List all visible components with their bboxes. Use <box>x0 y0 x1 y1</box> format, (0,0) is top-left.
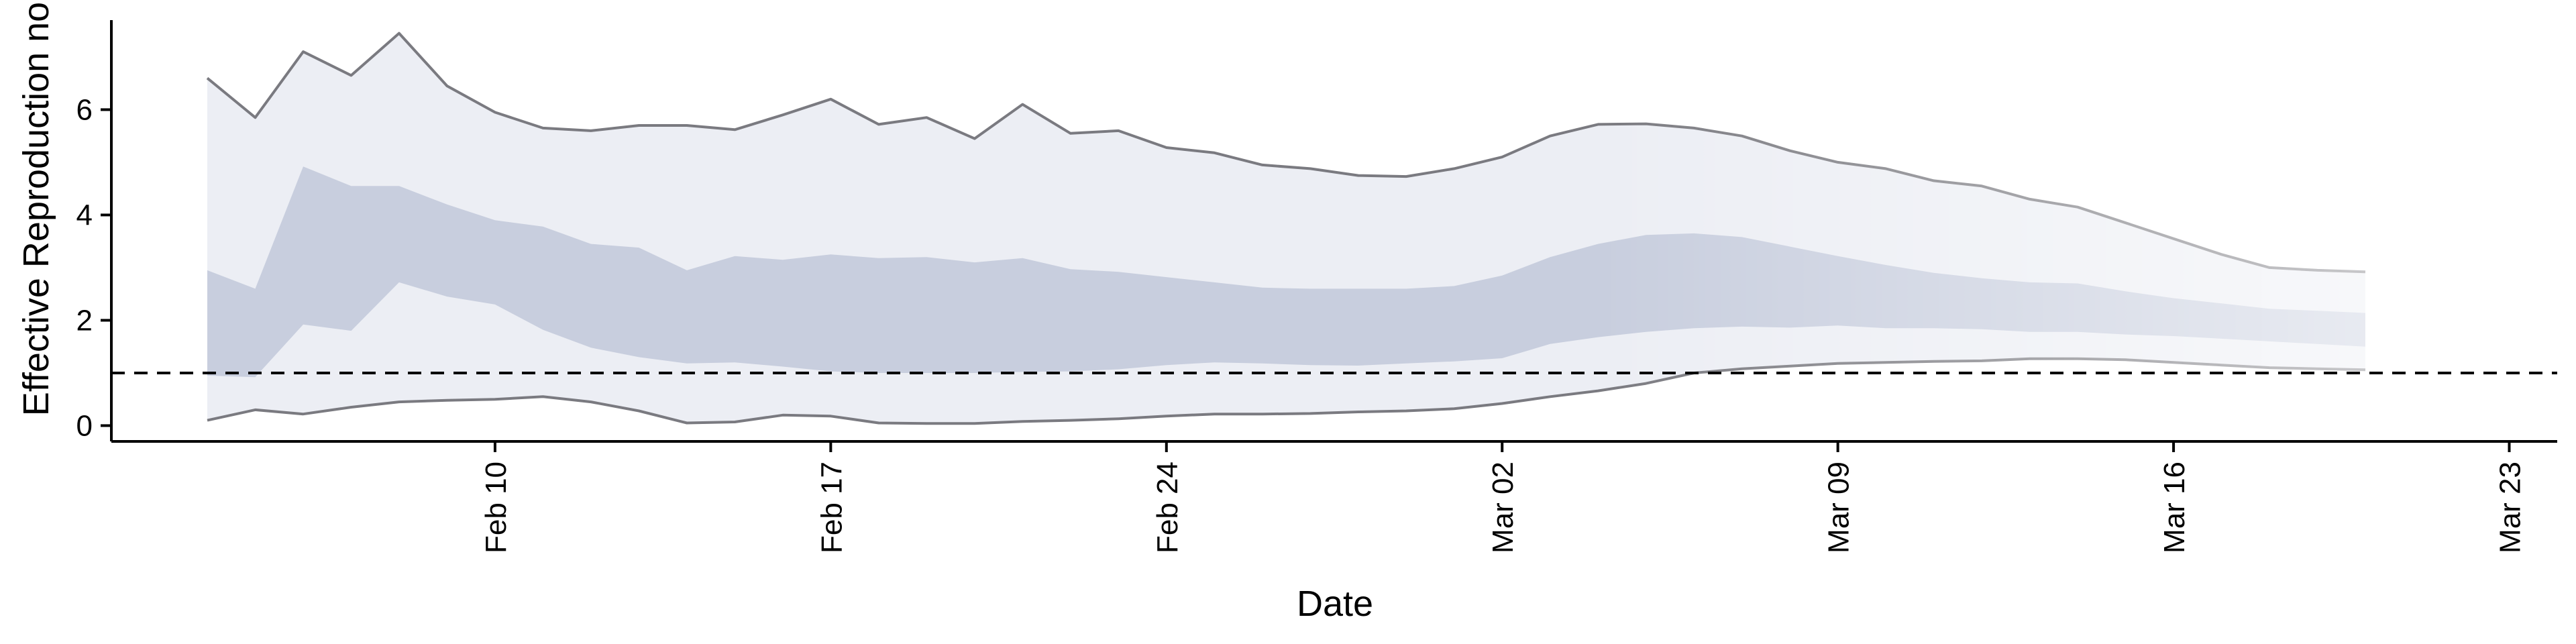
y-tick-label: 2 <box>76 304 93 337</box>
x-tick-label: Feb 10 <box>480 462 513 553</box>
y-tick-label: 0 <box>76 409 93 442</box>
x-tick-label: Feb 24 <box>1151 462 1184 553</box>
x-axis-title: Date <box>1297 584 1373 624</box>
outer-band-upper-edge <box>206 32 2366 274</box>
x-tick-label: Mar 02 <box>1487 462 1519 553</box>
x-tick-label: Mar 23 <box>2494 462 2527 553</box>
x-tick-label: Feb 17 <box>815 462 848 553</box>
inner-credible-band <box>207 166 2365 378</box>
x-tick-label: Mar 16 <box>2158 462 2191 553</box>
y-axis-title: Effective Reproduction no. <box>16 0 56 416</box>
axes: 0 2 4 6 Feb 10 Feb 17 Feb 24 Mar 02 Mar 09 Mar 1… <box>76 20 2557 553</box>
x-axis-ticks: Feb 10 Feb 17 Feb 24 Mar 02 Mar 09 Mar 16 Mar … <box>480 441 2527 553</box>
x-tick-label: Mar 09 <box>1823 462 1856 553</box>
y-tick-label: 6 <box>76 93 93 126</box>
y-tick-label: 4 <box>76 199 93 231</box>
y-axis-ticks: 0 2 4 6 <box>76 93 111 442</box>
outer-band-lower-edge <box>207 357 2366 425</box>
plot-area <box>206 32 2366 425</box>
